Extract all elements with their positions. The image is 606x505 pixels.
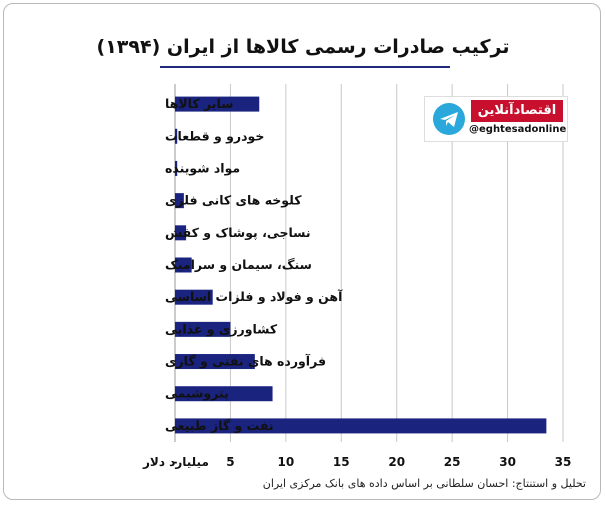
title-underline [160, 66, 450, 68]
bar-9 [175, 386, 273, 402]
category-labels: سایر کالاها خودرو و قطعات مواد شوینده کلوخه… [165, 96, 343, 433]
x-tick-label-25: 25 [444, 455, 461, 469]
telegram-icon [433, 103, 465, 135]
category-label-4: نساجی، پوشاک و کفش [165, 225, 311, 240]
x-tick-label-15: 15 [333, 455, 350, 469]
bar-4 [175, 225, 187, 241]
category-label-6: آهن و فولاد و فلزات اساسی [165, 289, 343, 304]
bar-1 [175, 128, 178, 144]
logo-brand-text: اقتصادآنلاین [471, 100, 563, 122]
bar-5 [175, 257, 192, 273]
bar-10 [175, 418, 547, 434]
category-label-5: سنگ، سیمان و سرامیک [165, 257, 312, 272]
category-label-0: سایر کالاها [165, 96, 233, 111]
publisher-logo: اقتصادآنلاین @eghtesadonline [424, 96, 568, 142]
category-label-2: مواد شوینده [165, 160, 240, 175]
category-label-8: فرآورده های نفتی و گازی [165, 354, 326, 369]
bars [175, 96, 547, 434]
category-label-7: کشاورزی و غذایی [165, 321, 278, 336]
bar-6 [175, 289, 213, 305]
category-label-10: نفت و گاز طبیعی [165, 418, 274, 433]
bar-3 [175, 193, 184, 209]
x-tick-labels: - 5 10 15 20 25 30 35 [173, 455, 572, 469]
bar-2 [175, 160, 178, 176]
bar-0 [175, 96, 260, 112]
chart-title: ترکیب صادرات رسمی کالاها از ایران (۱۳۹۴) [96, 36, 510, 58]
category-label-9: پتروشیمی [165, 386, 229, 401]
x-tick-label-5: 5 [226, 455, 234, 469]
bar-8 [175, 354, 255, 370]
category-label-1: خودرو و قطعات [165, 128, 264, 143]
bar-7 [175, 321, 231, 337]
category-label-3: کلوخه های کانی فلزی [165, 193, 302, 208]
chart-frame [3, 3, 601, 500]
logo-handle-text: @eghtesadonline [469, 124, 567, 135]
source-note: تحلیل و استنتاج: احسان سلطانی بر اساس دا… [262, 477, 586, 490]
x-tick-label-10: 10 [278, 455, 295, 469]
x-tick-label-0: - [173, 455, 178, 469]
x-tick-label-20: 20 [388, 455, 405, 469]
x-tick-label-30: 30 [499, 455, 516, 469]
x-axis-unit-label: میلیارد دلار [142, 455, 209, 469]
x-tick-label-35: 35 [555, 455, 572, 469]
